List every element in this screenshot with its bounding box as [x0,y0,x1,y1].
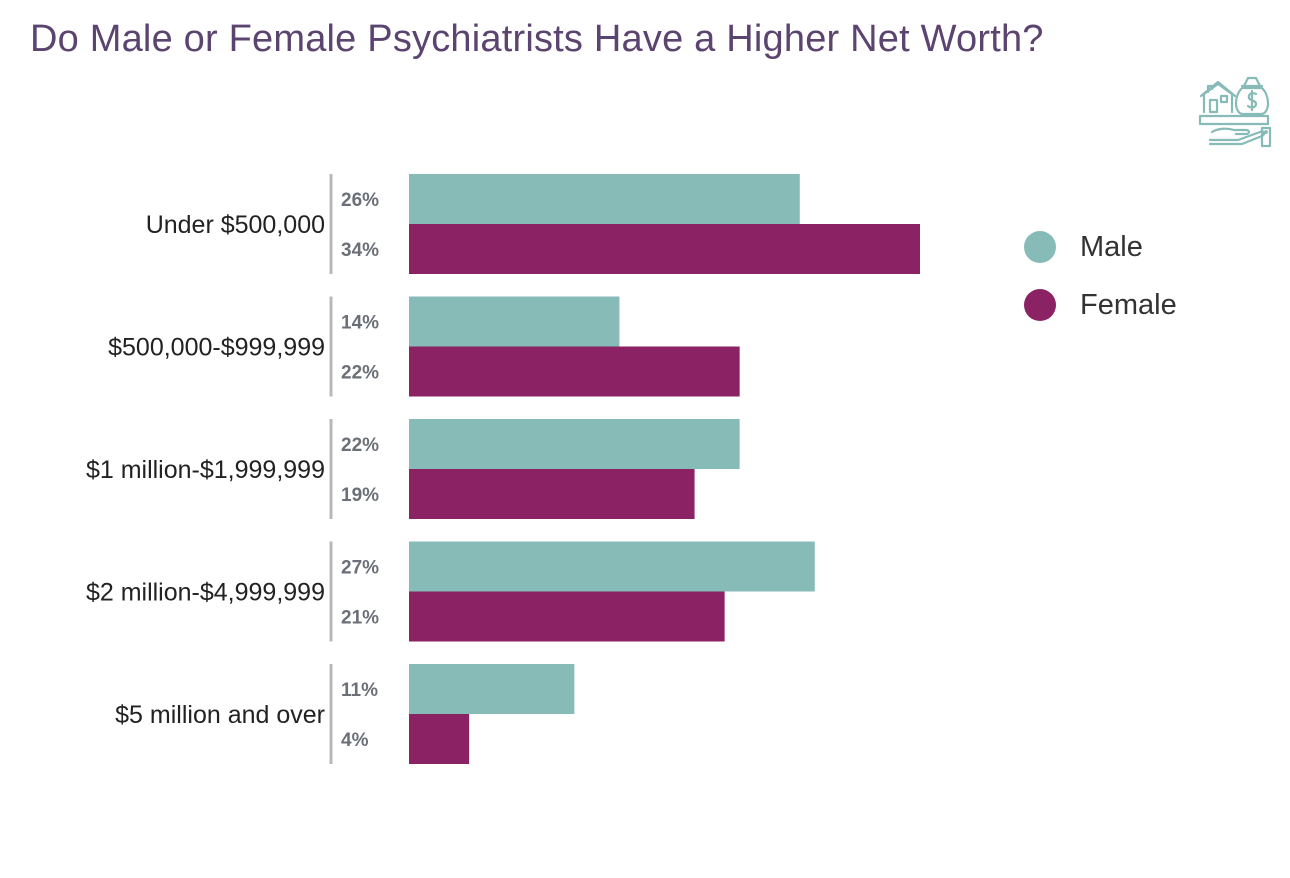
bar-female [409,714,470,764]
value-label-female: 19% [341,485,379,506]
value-label-male: 11% [341,680,378,701]
bar-female [409,346,740,397]
bar-female [409,469,695,519]
bar-male [409,664,575,714]
value-label-male: 22% [341,435,379,456]
value-label-male: 14% [341,313,379,334]
legend-item-male: Male [1024,218,1177,276]
bar-male [409,174,800,224]
legend-swatch-male [1024,231,1056,263]
legend-label-male: Male [1080,230,1143,263]
category-label: Under $500,000 [146,211,325,239]
category-label: $5 million and over [115,701,325,729]
bar-female [409,591,725,642]
house-money-bag-icon [1198,72,1274,148]
value-label-male: 27% [341,558,379,579]
value-label-female: 4% [341,730,369,751]
bar-female [409,224,920,274]
chart-title: Do Male or Female Psychiatrists Have a H… [30,18,1044,60]
value-label-female: 21% [341,608,379,629]
legend-swatch-female [1024,289,1056,321]
category-label: $1 million-$1,999,999 [86,456,325,484]
bar-male [409,296,620,347]
bar-male [409,541,815,592]
legend-label-female: Female [1080,288,1177,321]
value-label-female: 34% [341,240,379,261]
category-label: $2 million-$4,999,999 [86,579,325,607]
value-label-female: 22% [341,363,379,384]
value-label-male: 26% [341,190,379,211]
bar-male [409,419,740,469]
legend-item-female: Female [1024,276,1177,334]
category-label: $500,000-$999,999 [108,334,325,362]
legend: Male Female [1024,218,1177,334]
